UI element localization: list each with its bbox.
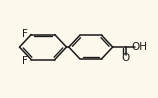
Text: F: F [22,56,28,66]
Text: O: O [122,54,130,64]
Text: OH: OH [131,42,147,52]
Text: F: F [22,29,28,39]
